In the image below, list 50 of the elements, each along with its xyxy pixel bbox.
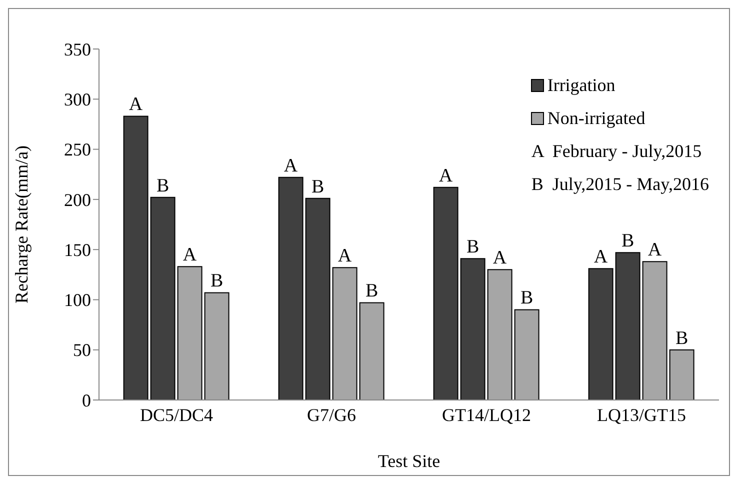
y-tick-label: 300: [64, 90, 91, 110]
y-tick-label: 250: [64, 140, 91, 160]
annotation: B July,2015 - May,2016: [531, 173, 709, 196]
data-label: B: [365, 280, 378, 302]
data-label: A: [338, 246, 352, 267]
bar: [150, 196, 176, 400]
y-axis-title: Recharge Rate(mm/a): [11, 145, 32, 304]
data-label: A: [594, 246, 608, 268]
y-tick-label: 350: [64, 39, 91, 60]
data-label: A: [128, 94, 143, 116]
bar: [615, 252, 640, 400]
y-tick-label: 50: [73, 340, 91, 360]
bar: [204, 292, 230, 400]
bar: [123, 116, 148, 400]
bar: [305, 198, 330, 400]
bar: [588, 268, 614, 400]
data-label: A: [182, 244, 197, 266]
bar: [433, 186, 458, 400]
bar: [278, 176, 304, 400]
annotation: A February - July,2015: [531, 140, 703, 163]
bar: [460, 258, 486, 400]
data-label: A: [492, 248, 507, 269]
data-label: B: [466, 236, 480, 258]
data-label: A: [438, 165, 453, 186]
data-label: B: [210, 270, 224, 292]
x-tick-label: LQ13/GT15: [597, 404, 686, 425]
data-label: B: [311, 176, 324, 198]
data-label: B: [675, 328, 688, 349]
bar: [359, 302, 384, 400]
bar: [642, 261, 668, 400]
x-axis-title: Test Site: [378, 451, 440, 471]
bar: [487, 269, 512, 400]
legend-label: Non-irrigated: [547, 107, 646, 130]
x-tick-label: DC5/DC4: [140, 404, 214, 425]
x-tick-label: G7/G6: [307, 404, 356, 425]
legend-label: Irrigation: [547, 74, 616, 97]
bar: [669, 349, 694, 400]
bar: [177, 266, 202, 400]
data-label: A: [284, 155, 298, 176]
x-tick-label: GT14/LQ12: [442, 404, 531, 425]
bar: [332, 267, 358, 400]
y-tick-label: 100: [64, 290, 91, 310]
data-label: A: [648, 240, 662, 261]
data-label: B: [621, 230, 634, 252]
bar: [514, 309, 540, 400]
y-tick-label: 0: [82, 390, 91, 410]
data-label: B: [520, 288, 534, 309]
y-tick-label: 150: [64, 240, 91, 260]
data-label: B: [156, 175, 170, 196]
y-tick-label: 200: [64, 190, 91, 210]
